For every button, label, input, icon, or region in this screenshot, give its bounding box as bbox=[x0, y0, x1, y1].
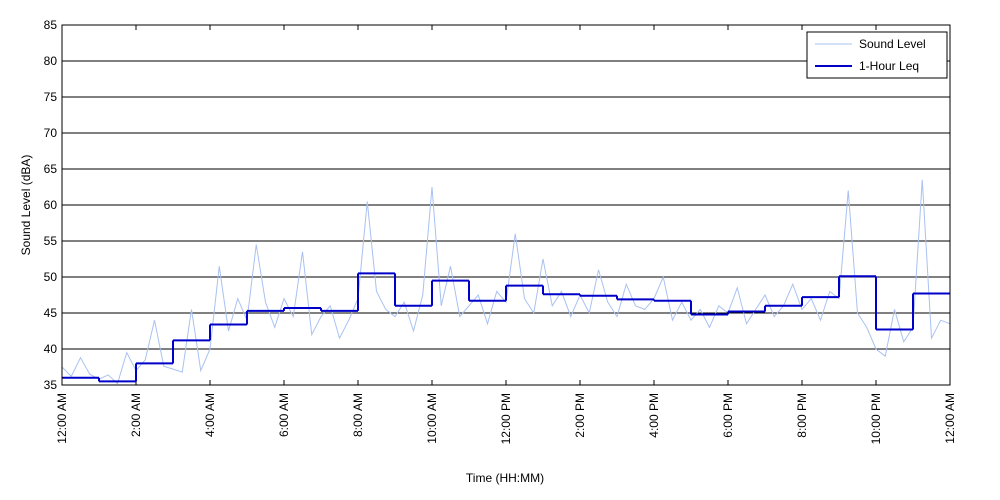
x-tick-label: 6:00 PM bbox=[721, 393, 735, 438]
x-tick-label: 6:00 AM bbox=[277, 393, 291, 437]
x-tick-label: 2:00 AM bbox=[129, 393, 143, 437]
y-tick-label: 60 bbox=[44, 198, 58, 212]
x-tick-label: 10:00 AM bbox=[425, 393, 439, 444]
x-tick-label: 12:00 AM bbox=[55, 393, 69, 444]
y-tick-label: 50 bbox=[44, 270, 58, 284]
x-axis-label: Time (HH:MM) bbox=[466, 471, 544, 485]
plot-frame bbox=[61, 24, 951, 386]
x-tick-label: 2:00 PM bbox=[573, 393, 587, 438]
legend-box bbox=[806, 31, 948, 79]
y-tick-label: 80 bbox=[44, 54, 58, 68]
x-tick-label: 10:00 PM bbox=[869, 393, 883, 444]
y-tick-label: 85 bbox=[44, 18, 58, 32]
x-tick-label: 4:00 AM bbox=[203, 393, 217, 437]
x-tick-label: 8:00 AM bbox=[351, 393, 365, 437]
legend-label: 1-Hour Leq bbox=[859, 59, 919, 73]
y-tick-label: 70 bbox=[44, 126, 58, 140]
y-tick-label: 75 bbox=[44, 90, 58, 104]
x-tick-label: 12:00 AM bbox=[943, 393, 957, 444]
y-axis-label: Sound Level (dBA) bbox=[19, 155, 33, 256]
legend-label: Sound Level bbox=[859, 37, 926, 51]
sound-level-line bbox=[61, 179, 951, 385]
x-tick-label: 4:00 PM bbox=[647, 393, 661, 438]
y-tick-label: 55 bbox=[44, 234, 58, 248]
y-tick-label: 65 bbox=[44, 162, 58, 176]
y-tick-label: 35 bbox=[44, 378, 58, 392]
y-tick-label: 40 bbox=[44, 342, 58, 356]
y-tick-label: 45 bbox=[44, 306, 58, 320]
x-tick-label: 12:00 PM bbox=[499, 393, 513, 444]
x-tick-label: 8:00 PM bbox=[795, 393, 809, 438]
